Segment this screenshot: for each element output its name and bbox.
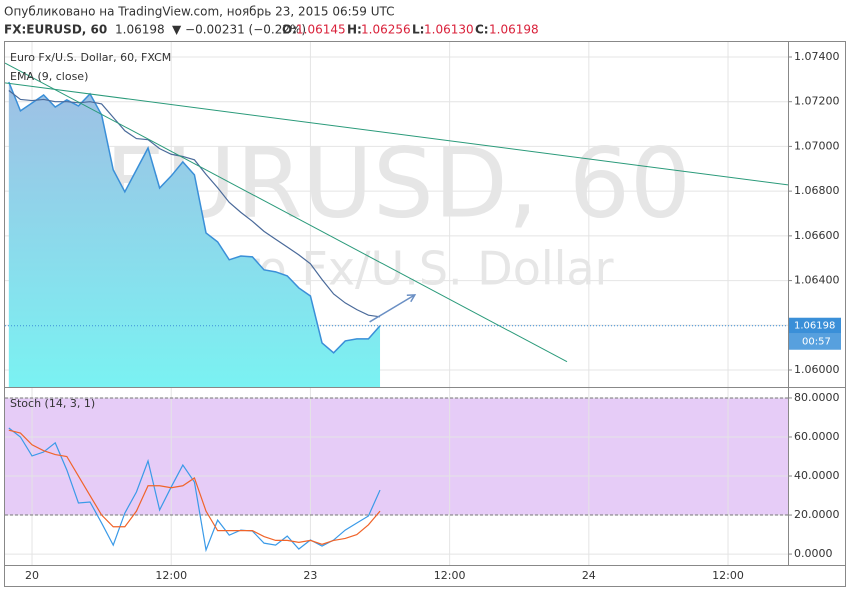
y-tick-label: 20.0000 xyxy=(794,508,840,521)
y-tick-label: 1.06800 xyxy=(794,184,840,197)
x-tick-label: 20 xyxy=(25,569,39,582)
price: 1.06198 xyxy=(115,23,165,37)
x-tick-label: 23 xyxy=(303,569,317,582)
trendline xyxy=(5,62,568,363)
o-label: O: xyxy=(282,23,297,37)
c: 1.06198 xyxy=(489,23,539,37)
pane xyxy=(5,388,788,565)
arrow-head xyxy=(406,294,417,303)
y-tick-label: 1.06000 xyxy=(794,363,840,376)
pane-title: Stoch (14, 3, 1) xyxy=(10,397,95,410)
y-tick-label: 1.07200 xyxy=(794,95,840,108)
h: 1.06256 xyxy=(361,23,411,37)
change: ▼ −0.00231 (−0.22%) xyxy=(172,23,306,37)
y-tick-label: 80.0000 xyxy=(794,391,840,404)
stoch-band xyxy=(5,397,788,516)
countdown: 00:57 xyxy=(802,337,831,348)
arrow xyxy=(369,294,416,323)
x-tick-label: 24 xyxy=(582,569,596,582)
line xyxy=(8,427,381,553)
y-tick-label: 60.0000 xyxy=(794,430,840,443)
area xyxy=(8,82,381,387)
last-price-box xyxy=(789,317,841,334)
trendline xyxy=(5,82,788,186)
legend-entry: EMA (9, close) xyxy=(10,70,88,83)
x-tick-label: 12:00 xyxy=(712,569,744,582)
published: Опубликовано на TradingView.com, ноябрь … xyxy=(4,5,395,19)
x-tick-label: 12:00 xyxy=(434,569,466,582)
l: 1.06130 xyxy=(424,23,474,37)
y-tick-label: 1.07000 xyxy=(794,139,840,152)
frame xyxy=(4,41,846,587)
y-tick-label: 1.06400 xyxy=(794,274,840,287)
o: 1.06145 xyxy=(296,23,346,37)
line xyxy=(8,429,381,545)
line xyxy=(8,90,381,318)
pane-title: Euro Fx/U.S. Dollar, 60, FXCM xyxy=(10,51,171,64)
countdown-box xyxy=(789,333,841,350)
y-tick-label: 1.06600 xyxy=(794,229,840,242)
l-label: L: xyxy=(412,23,424,37)
symbol: FX:EURUSD, 60 xyxy=(4,23,107,37)
last-price-label: 1.06198 xyxy=(794,321,835,332)
y-tick-label: 0.0000 xyxy=(794,547,833,560)
y-tick-label: 1.07400 xyxy=(794,50,840,63)
y-tick-label: 40.0000 xyxy=(794,469,840,482)
h-label: H: xyxy=(347,23,362,37)
c-label: C: xyxy=(475,23,489,37)
x-tick-label: 12:00 xyxy=(155,569,187,582)
